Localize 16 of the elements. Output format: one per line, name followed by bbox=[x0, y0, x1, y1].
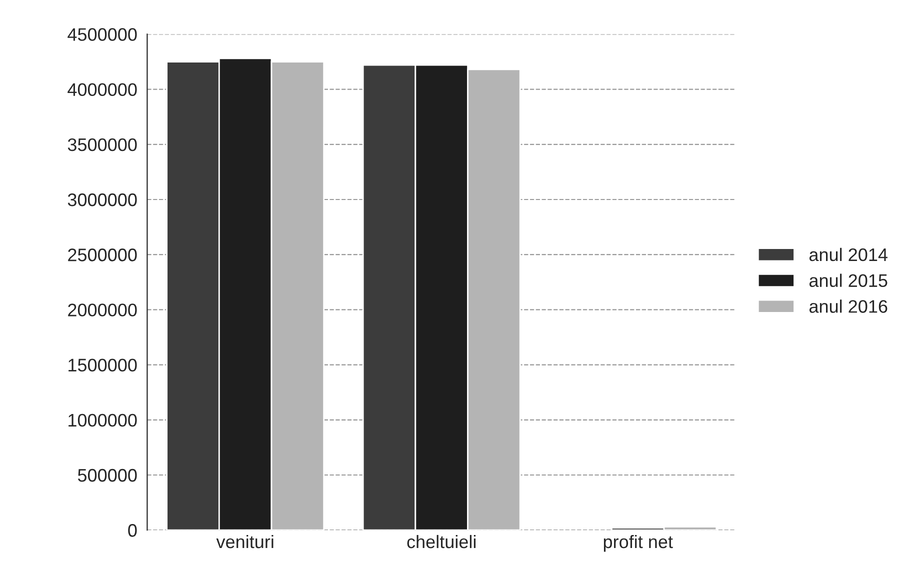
y-tick-label: 1500000 bbox=[68, 358, 137, 372]
y-tick-label: 4500000 bbox=[68, 28, 137, 41]
x-tick-label: profit net bbox=[604, 534, 673, 552]
legend-label: anul 2015 bbox=[809, 274, 888, 287]
y-tick-label: 3500000 bbox=[68, 138, 137, 152]
y-tick-label: 3000000 bbox=[68, 193, 137, 206]
x-tick-label: venituri bbox=[216, 534, 274, 548]
x-tick-label: cheltuieli bbox=[407, 534, 476, 548]
y-tick-label: 0 bbox=[128, 524, 137, 537]
y-tick-label: 2000000 bbox=[68, 304, 137, 316]
y-tick-label: 500000 bbox=[78, 468, 137, 482]
legend-label: anul 2014 bbox=[809, 248, 888, 262]
y-tick-label: 2500000 bbox=[68, 248, 137, 262]
y-tick-label: 4000000 bbox=[68, 83, 137, 96]
legend-label: anul 2016 bbox=[809, 300, 888, 313]
y-tick-label: 1000000 bbox=[68, 414, 137, 427]
